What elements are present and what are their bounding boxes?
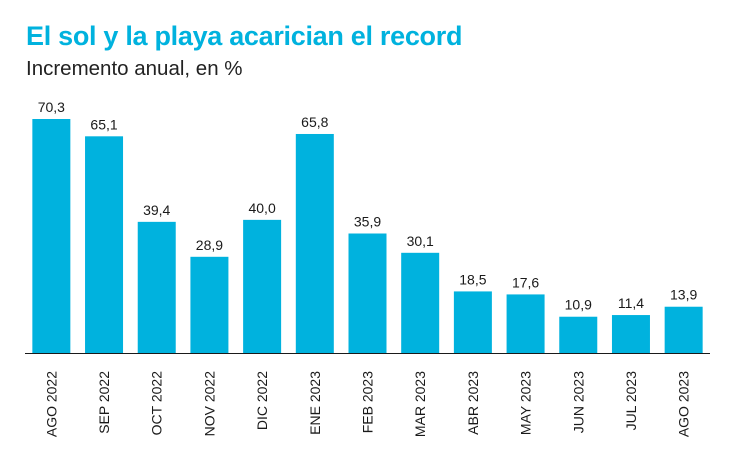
bar-dic-2022 <box>243 219 282 353</box>
x-tick-label: MAR 2023 <box>412 371 428 437</box>
value-label: 39,4 <box>143 202 170 218</box>
value-label: 65,8 <box>301 114 328 130</box>
value-label: 13,9 <box>670 287 697 303</box>
bar-feb-2023 <box>348 233 387 353</box>
chart-subtitle: Incremento anual, en % <box>26 57 243 80</box>
bar-oct-2022 <box>137 221 176 353</box>
value-label: 18,5 <box>459 271 486 287</box>
x-tick-label: ABR 2023 <box>465 371 481 435</box>
value-label: 35,9 <box>354 214 381 230</box>
value-labels-group: 70,3 65,1 39,4 28,9 40,0 65,8 35,9 30,1 18,5 17,6… <box>38 99 698 313</box>
bar-jun-2023 <box>559 316 598 353</box>
x-tick-label: DIC 2022 <box>254 371 270 430</box>
value-label: 30,1 <box>407 233 434 249</box>
value-label: 28,9 <box>196 237 223 253</box>
value-label: 65,1 <box>90 116 117 132</box>
value-label: 70,3 <box>38 99 65 115</box>
value-label: 10,9 <box>565 297 592 313</box>
bar-ago-2022 <box>32 119 71 353</box>
x-tick-label: MAY 2023 <box>518 371 534 435</box>
bar-may-2023 <box>506 294 545 353</box>
bar-jul-2023 <box>611 315 650 353</box>
bar-mar-2023 <box>401 252 440 353</box>
bar-ene-2023 <box>295 133 334 353</box>
x-tick-label: JUL 2023 <box>623 371 639 431</box>
x-tick-label: ENE 2023 <box>307 371 323 435</box>
bar-ago-2023 <box>664 306 703 353</box>
value-label: 40,0 <box>248 200 275 216</box>
bar-nov-2022 <box>190 256 229 353</box>
x-tick-label: NOV 2022 <box>201 371 217 437</box>
bar-sep-2022 <box>85 136 124 353</box>
x-tick-label: SEP 2022 <box>96 371 112 434</box>
x-tick-labels-group: AGO 2022 SEP 2022 OCT 2022 NOV 2022 DIC 2022… <box>43 371 691 437</box>
x-tick-label: JUN 2023 <box>570 371 586 433</box>
x-tick-label: FEB 2023 <box>360 371 376 433</box>
bar-abr-2023 <box>453 291 492 353</box>
value-label: 11,4 <box>618 295 644 311</box>
value-label: 17,6 <box>512 274 539 290</box>
x-tick-label: OCT 2022 <box>149 371 165 436</box>
chart-title: El sol y la playa acarician el record <box>26 21 463 51</box>
bars-group <box>32 119 703 353</box>
x-tick-label: AGO 2022 <box>43 371 59 437</box>
x-tick-label: AGO 2023 <box>676 371 692 437</box>
